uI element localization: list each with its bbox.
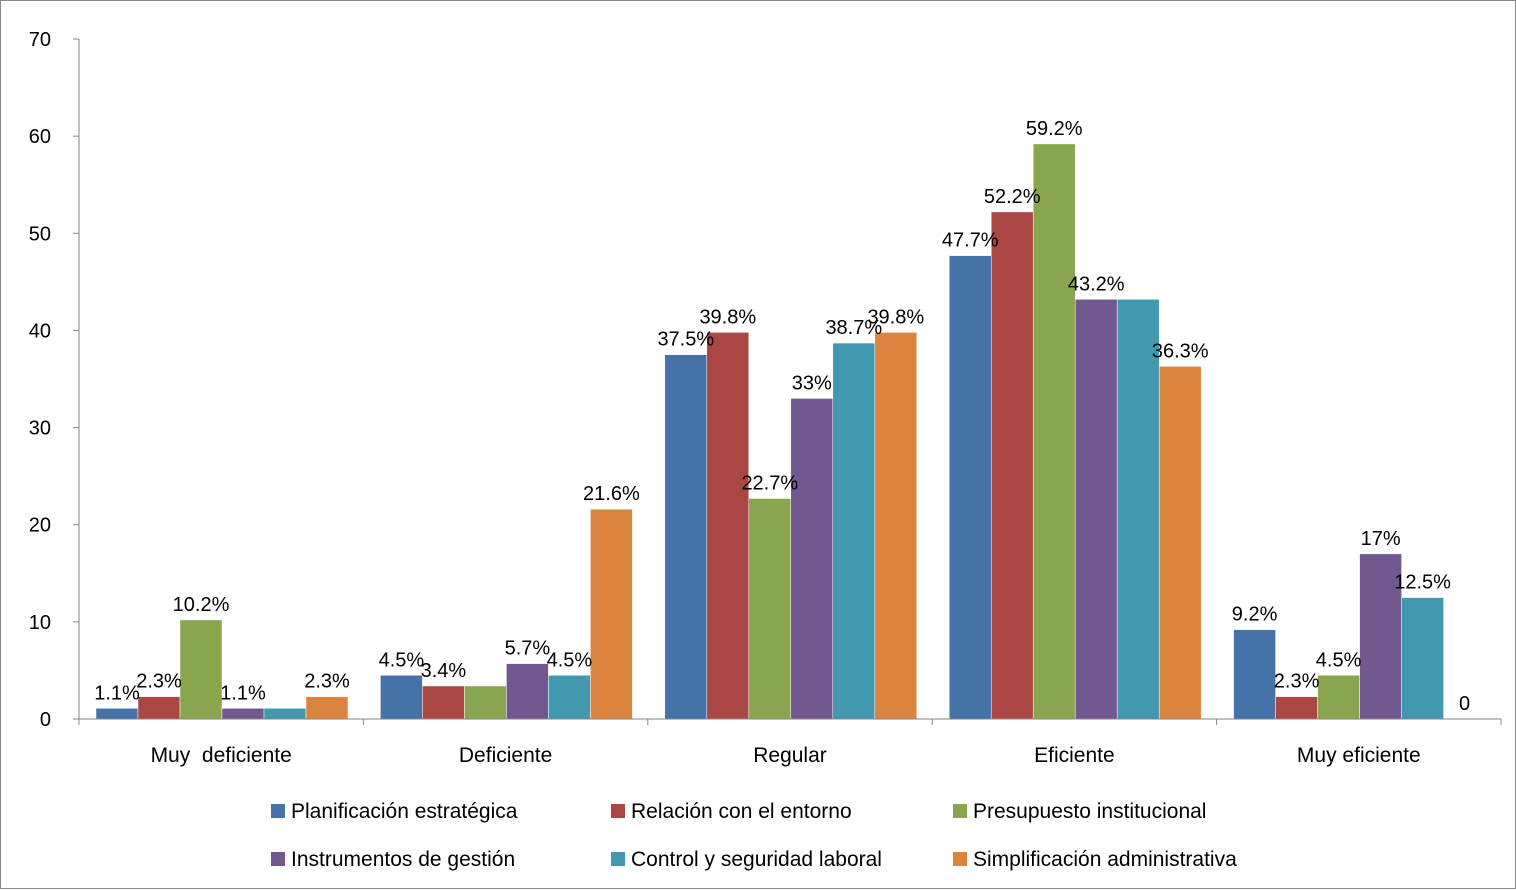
- bar-s0-c2: [664, 354, 708, 720]
- y-tick-label: 30: [29, 418, 51, 440]
- bar-s0-c1: [380, 675, 423, 720]
- data-label-s0-c0: 1.1%: [94, 682, 140, 704]
- legend-swatch: [953, 804, 967, 818]
- bar-s3-c1: [506, 663, 549, 720]
- data-label-s5-c3: 36.3%: [1152, 340, 1209, 362]
- bar-s4-c1: [548, 675, 591, 720]
- legend-swatch: [953, 852, 967, 866]
- bar-s3-c2: [790, 398, 834, 720]
- y-tick-label: 50: [29, 223, 51, 245]
- data-label-s5-c2: 39.8%: [867, 306, 924, 328]
- bar-s1-c4: [1275, 696, 1318, 720]
- x-category-label: Muy deficiente: [151, 744, 292, 767]
- bar-s2-c0: [179, 619, 223, 720]
- y-axis-ticks: 0 10 20 30 40 50 60 70: [29, 29, 79, 731]
- legend-swatch: [611, 852, 625, 866]
- legend-swatch: [271, 852, 285, 866]
- bar-s3-c3: [1074, 299, 1118, 720]
- bar-s4-c2: [832, 342, 876, 720]
- data-label-s4-c4: 12.5%: [1394, 572, 1451, 594]
- data-label-s3-c2: 33%: [792, 372, 832, 394]
- bar-s5-c1: [590, 508, 633, 720]
- data-label-s5-c1: 21.6%: [583, 483, 640, 505]
- x-category-label: Regular: [753, 744, 827, 767]
- legend-label: Presupuesto institucional: [973, 800, 1206, 823]
- bar-s3-c4: [1359, 553, 1402, 720]
- y-tick-label: 10: [29, 612, 51, 634]
- data-label-s0-c2: 37.5%: [657, 329, 714, 351]
- data-label-s1-c1: 3.4%: [421, 660, 467, 682]
- bar-s0-c4: [1233, 629, 1276, 720]
- y-tick-label: 0: [40, 709, 51, 731]
- bar-s2-c1: [464, 685, 507, 720]
- y-tick-label: 20: [29, 515, 51, 537]
- bar-s4-c3: [1116, 299, 1160, 720]
- data-label-s0-c1: 4.5%: [379, 649, 425, 671]
- bar-s5-c2: [874, 332, 918, 720]
- data-label-s1-c3: 52.2%: [984, 186, 1041, 208]
- data-label-s1-c2: 39.8%: [699, 306, 756, 328]
- legend-label: Control y seguridad laboral: [631, 848, 882, 871]
- data-label-s2-c2: 22.7%: [741, 472, 798, 494]
- bar-s1-c0: [137, 696, 181, 720]
- data-label-s3-c3: 43.2%: [1068, 273, 1125, 295]
- data-label-s5-c0: 2.3%: [304, 671, 350, 693]
- data-labels-group: 1.1% 4.5% 37.5% 47.7% 9.2% 2.3% 3.4% 39.8% 52.2%…: [94, 118, 1470, 715]
- x-axis-categories: Muy deficiente Deficiente Regular Eficiente…: [78, 719, 1502, 767]
- bars-group: [95, 143, 1444, 720]
- data-label-s3-c0: 1.1%: [220, 682, 266, 704]
- bar-s4-c0: [263, 708, 307, 720]
- x-category-label: Muy eficiente: [1297, 744, 1421, 767]
- bar-s5-c0: [305, 696, 349, 720]
- data-label-s1-c4: 2.3%: [1274, 671, 1320, 693]
- legend-swatch: [611, 804, 625, 818]
- bar-s2-c4: [1317, 675, 1360, 720]
- bar-s1-c2: [706, 332, 750, 720]
- y-tick-label: 60: [29, 126, 51, 148]
- data-label-s4-c1: 4.5%: [547, 649, 593, 671]
- data-label-s3-c4: 17%: [1361, 528, 1401, 550]
- bar-s3-c0: [221, 708, 265, 720]
- bar-s4-c4: [1401, 597, 1444, 720]
- data-label-s4-c2: 38.7%: [825, 317, 882, 339]
- data-label-s2-c3: 59.2%: [1026, 118, 1083, 140]
- legend-label: Instrumentos de gestión: [291, 848, 515, 871]
- axes-group: [78, 39, 1501, 720]
- y-tick-label: 40: [29, 320, 51, 342]
- legend-swatch: [271, 804, 285, 818]
- x-category-label: Eficiente: [1034, 744, 1115, 767]
- bar-s1-c3: [990, 211, 1034, 720]
- data-label-s0-c3: 47.7%: [942, 230, 999, 252]
- legend-label: Simplificación administrativa: [973, 848, 1237, 871]
- bar-s2-c2: [748, 498, 792, 720]
- bar-s5-c3: [1158, 366, 1202, 720]
- bar-s1-c1: [422, 685, 465, 720]
- x-category-label: Deficiente: [459, 744, 552, 767]
- legend: Planificación estratégica Relación con el…: [271, 800, 1237, 871]
- data-label-s1-c0: 2.3%: [136, 671, 182, 693]
- data-label-s2-c0: 10.2%: [173, 594, 230, 616]
- data-label-s3-c1: 5.7%: [505, 638, 551, 660]
- legend-label: Planificación estratégica: [291, 800, 518, 823]
- y-tick-label: 70: [29, 29, 51, 51]
- data-label-s0-c4: 9.2%: [1232, 604, 1278, 626]
- bar-s0-c3: [948, 255, 992, 720]
- bar-s0-c0: [95, 708, 139, 720]
- data-label-s5-c4: 0: [1459, 693, 1470, 715]
- legend-label: Relación con el entorno: [631, 800, 852, 823]
- bar-s2-c3: [1032, 143, 1076, 720]
- data-label-s2-c4: 4.5%: [1316, 649, 1362, 671]
